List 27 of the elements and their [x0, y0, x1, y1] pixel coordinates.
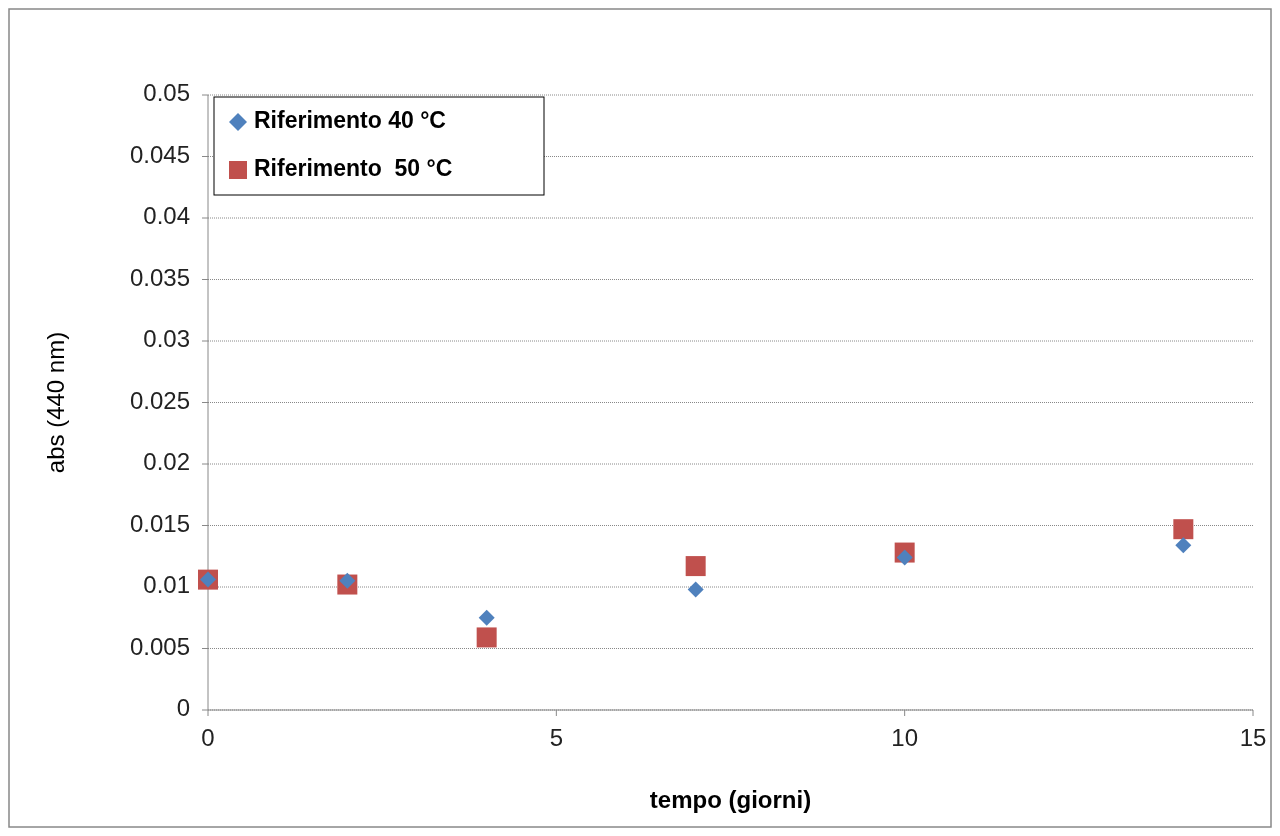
y-tick-label: 0.04	[143, 202, 190, 230]
x-tick-label: 5	[549, 724, 564, 751]
y-tick-label: 0.045	[129, 140, 190, 168]
point	[1175, 537, 1192, 554]
point	[687, 581, 704, 598]
y-tick-label: 0.025	[129, 386, 190, 414]
point	[1173, 519, 1194, 540]
x-tick-label: 0	[201, 724, 215, 751]
y-tick-label: 0.005	[129, 632, 190, 660]
point	[896, 549, 913, 566]
point	[685, 556, 706, 577]
y-tick-label: 0	[176, 694, 190, 722]
x-tick-label: 15	[1239, 724, 1267, 751]
point	[339, 572, 356, 589]
legend-label: Riferimento 50 °C	[254, 155, 453, 182]
x-tick-label: 10	[891, 724, 919, 751]
y-axis-title: abs (440 nm)	[42, 331, 69, 474]
y-tick-label: 0.03	[143, 325, 190, 353]
point	[476, 627, 497, 648]
legend-label: Riferimento 40 °C	[254, 107, 446, 134]
x-axis-title: tempo (giorni)	[649, 786, 812, 813]
y-tick-label: 0.035	[129, 263, 190, 291]
y-tick-label: 0.015	[129, 509, 190, 537]
y-tick-label: 0.02	[143, 448, 190, 476]
point	[478, 609, 495, 626]
y-tick-label: 0.05	[143, 79, 190, 107]
y-tick-label: 0.01	[143, 571, 190, 599]
